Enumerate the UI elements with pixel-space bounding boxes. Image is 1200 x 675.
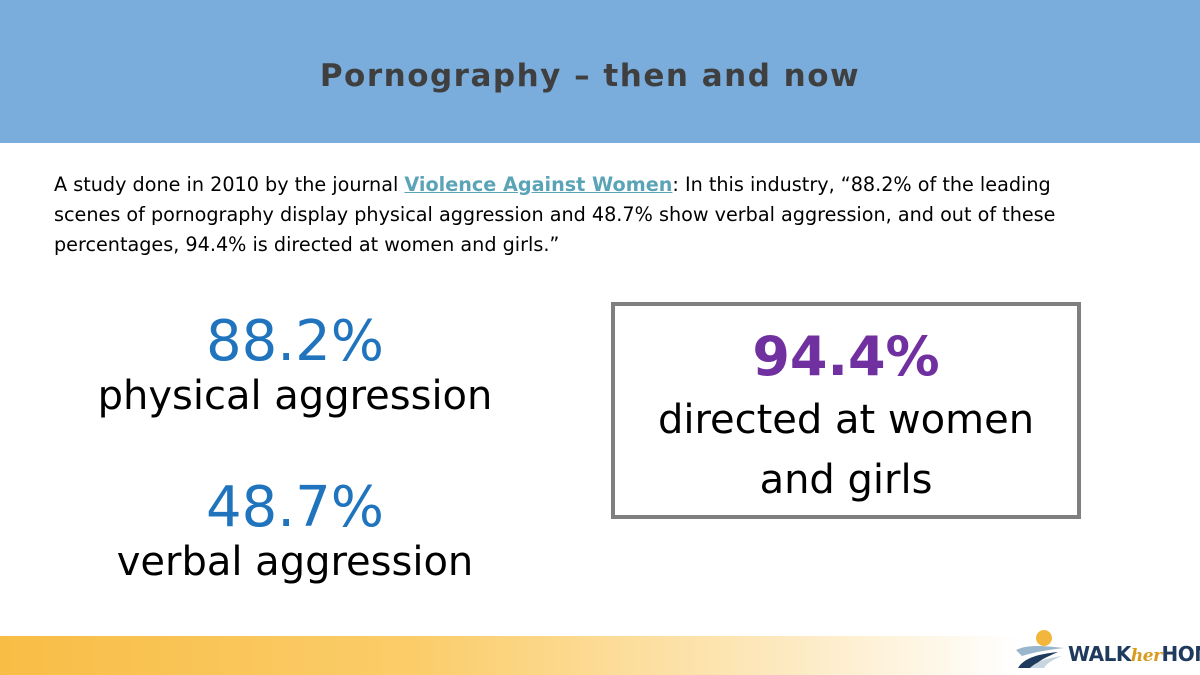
intro-suffix: : In this industry, “88.2% of the leadin… <box>54 173 1056 256</box>
intro-paragraph: A study done in 2010 by the journal Viol… <box>54 170 1114 260</box>
walk-her-home-logo: WALKherHOME <box>1014 626 1200 672</box>
header-band: Pornography – then and now <box>0 0 1200 143</box>
stat-physical-aggression: 88.2% physical aggression <box>60 312 530 420</box>
highlight-box-directed: 94.4% directed at women and girls <box>611 302 1081 519</box>
logo-walk: WALK <box>1068 642 1131 666</box>
highlight-label: directed at women and girls <box>657 397 1035 503</box>
sun-over-path-icon <box>1016 630 1064 668</box>
stat-value: 88.2% <box>206 309 384 374</box>
logo-her: her <box>1130 646 1162 666</box>
logo-home: HOME <box>1161 642 1200 666</box>
footer-gradient-bar <box>0 636 1200 675</box>
journal-link[interactable]: Violence Against Women <box>404 173 673 196</box>
logo-wordmark: WALKherHOME <box>1068 642 1200 666</box>
highlight-value: 94.4% <box>752 325 940 388</box>
slide-title: Pornography – then and now <box>319 58 861 94</box>
stat-label: physical aggression <box>97 373 493 419</box>
stat-verbal-aggression: 48.7% verbal aggression <box>60 478 530 586</box>
stat-value: 48.7% <box>206 475 384 540</box>
intro-prefix: A study done in 2010 by the journal <box>54 173 405 196</box>
stat-label: verbal aggression <box>116 539 474 585</box>
